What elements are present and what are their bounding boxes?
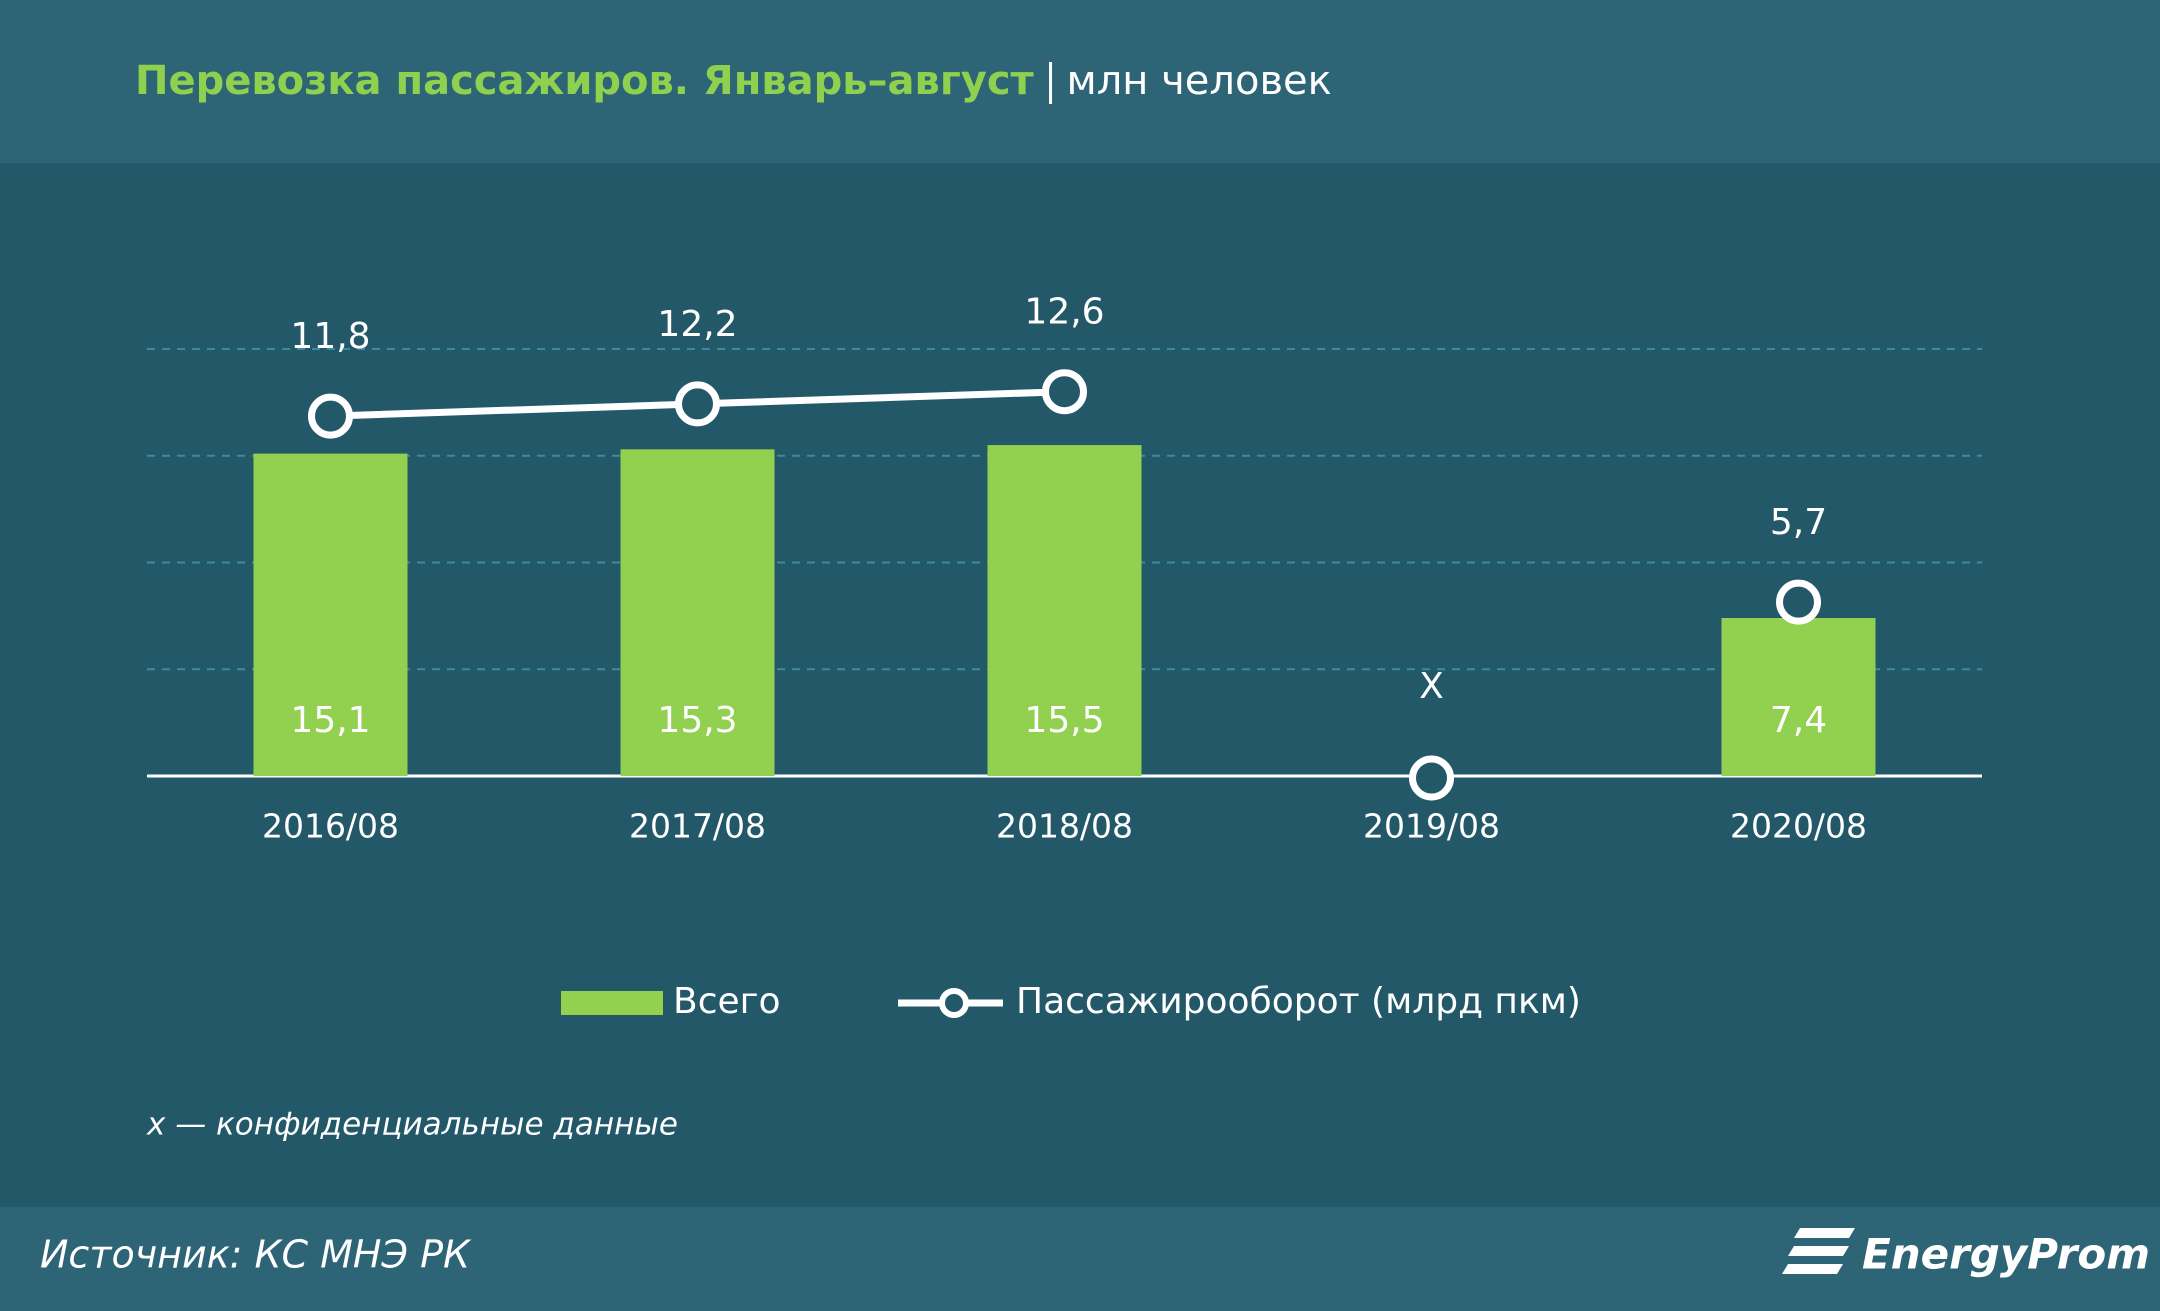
line-value-label: 12,6: [1024, 292, 1104, 333]
x-tick-label: 2019/08: [1363, 807, 1500, 846]
line-marker: [675, 381, 720, 427]
x-tick-label: 2018/08: [996, 807, 1133, 846]
legend-swatch: [561, 991, 663, 1015]
bar: [253, 453, 408, 776]
line-marker: [308, 393, 353, 439]
annotation: X: [1419, 666, 1444, 707]
chart-subtitle: млн человек: [1067, 58, 1332, 104]
bar-value-label: 15,5: [1024, 700, 1104, 741]
chart-title-line: Перевозка пассажиров. Январь–август: [135, 58, 1035, 104]
bar: [620, 449, 775, 776]
x-tick-label: 2017/08: [629, 807, 766, 846]
annotation-marker: [1409, 755, 1454, 801]
legend-label: Пассажирооборот (млрд пкм): [1016, 981, 1581, 1022]
bar-value-label: 7,4: [1770, 700, 1827, 741]
line-marker: [1042, 369, 1087, 415]
bar: [1721, 618, 1876, 776]
legend-marker: [939, 988, 969, 1018]
footer-band: [0, 1207, 2160, 1311]
note: x — конфиденциальные данные: [146, 1107, 678, 1143]
x-tick-label: 2020/08: [1730, 807, 1867, 846]
line-value-label: 11,8: [290, 316, 370, 357]
chart-title: Перевозка пассажиров. Январь–август: [135, 58, 1035, 104]
header-band: [0, 0, 2160, 163]
logo-text: EnergyProm: [1862, 1230, 2150, 1279]
bar-value-label: 15,3: [657, 700, 737, 741]
legend-label: Всего: [673, 981, 781, 1022]
line-marker: [1776, 579, 1821, 625]
bar-value-label: 15,1: [290, 700, 370, 741]
logo-stripes: [1782, 1228, 1855, 1274]
line-value-label: 12,2: [657, 304, 737, 345]
line-value-label: 5,7: [1770, 502, 1827, 543]
bar: [987, 445, 1142, 776]
x-tick-label: 2016/08: [262, 807, 399, 846]
source: Источник: КС МНЭ РК: [40, 1233, 472, 1277]
logo-icon: [1782, 1228, 1855, 1274]
